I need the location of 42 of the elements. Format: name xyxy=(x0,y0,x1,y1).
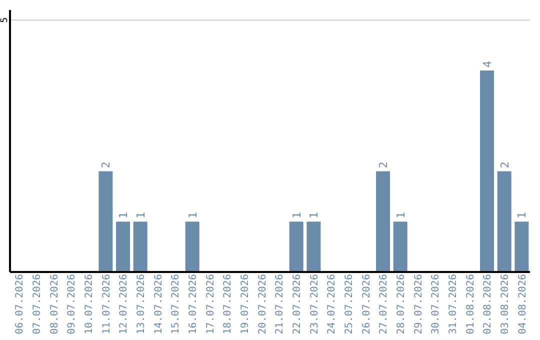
x-tick-label: 11.07.2026 xyxy=(101,274,112,334)
x-tick-label: 09.07.2026 xyxy=(66,274,78,334)
data-label: 1 xyxy=(290,212,304,219)
x-tick-label: 28.07.2026 xyxy=(396,274,407,334)
x-tick-label: 26.07.2026 xyxy=(361,274,372,334)
x-tick-label: 31.07.2026 xyxy=(448,274,459,334)
x-tick-label: 29.07.2026 xyxy=(413,274,424,334)
x-tick-label: 19.07.2026 xyxy=(240,274,251,334)
x-tick-label: 15.07.2026 xyxy=(170,274,182,334)
data-label: 2 xyxy=(498,162,512,168)
data-label: 4 xyxy=(481,60,494,68)
x-tick-label: 06.07.2026 xyxy=(14,274,26,334)
x-tick-label: 07.07.2026 xyxy=(32,274,43,334)
x-tick-label: 21.07.2026 xyxy=(274,274,286,334)
data-label: 1 xyxy=(186,212,200,219)
x-tick-label: 24.07.2026 xyxy=(326,274,338,334)
x-tick-label: 20.07.2026 xyxy=(257,274,268,334)
data-label: 1 xyxy=(308,212,321,219)
data-label: 1 xyxy=(516,212,529,219)
x-tick-label: 25.07.2026 xyxy=(344,274,355,334)
x-tick-label: 16.07.2026 xyxy=(188,274,199,334)
x-tick-label: 02.08.2026 xyxy=(482,274,494,334)
x-tick-label: 17.07.2026 xyxy=(205,274,216,334)
y-tick-label: 5 xyxy=(0,17,10,23)
x-tick-label: 22.07.2026 xyxy=(292,274,303,334)
data-label: 1 xyxy=(117,212,130,219)
data-label: 1 xyxy=(394,212,408,219)
x-tick-label: 30.07.2026 xyxy=(430,274,442,334)
x-tick-label: 12.07.2026 xyxy=(118,274,130,334)
data-label: 2 xyxy=(100,162,113,168)
x-tick-label: 18.07.2026 xyxy=(222,274,234,334)
x-tick-label: 23.07.2026 xyxy=(309,274,320,334)
x-tick-label: 03.08.2026 xyxy=(500,274,511,334)
data-label: 2 xyxy=(377,162,390,168)
data-label: 1 xyxy=(134,212,148,219)
x-tick-label: 13.07.2026 xyxy=(136,274,147,334)
x-tick-label: 01.08.2026 xyxy=(465,274,476,334)
x-tick-label: 10.07.2026 xyxy=(84,274,95,334)
x-tick-label: 14.07.2026 xyxy=(153,274,164,334)
x-tick-label: 08.07.2026 xyxy=(49,274,60,334)
x-tick-label: 04.08.2026 xyxy=(517,274,528,334)
x-tick-label: 27.07.2026 xyxy=(378,274,390,334)
